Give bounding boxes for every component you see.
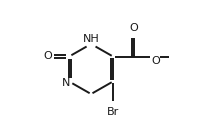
Text: O: O <box>151 56 160 66</box>
Text: O: O <box>129 23 138 33</box>
Text: N: N <box>62 78 70 88</box>
Text: O: O <box>43 51 52 61</box>
Text: NH: NH <box>83 34 99 44</box>
Text: Br: Br <box>107 107 119 117</box>
